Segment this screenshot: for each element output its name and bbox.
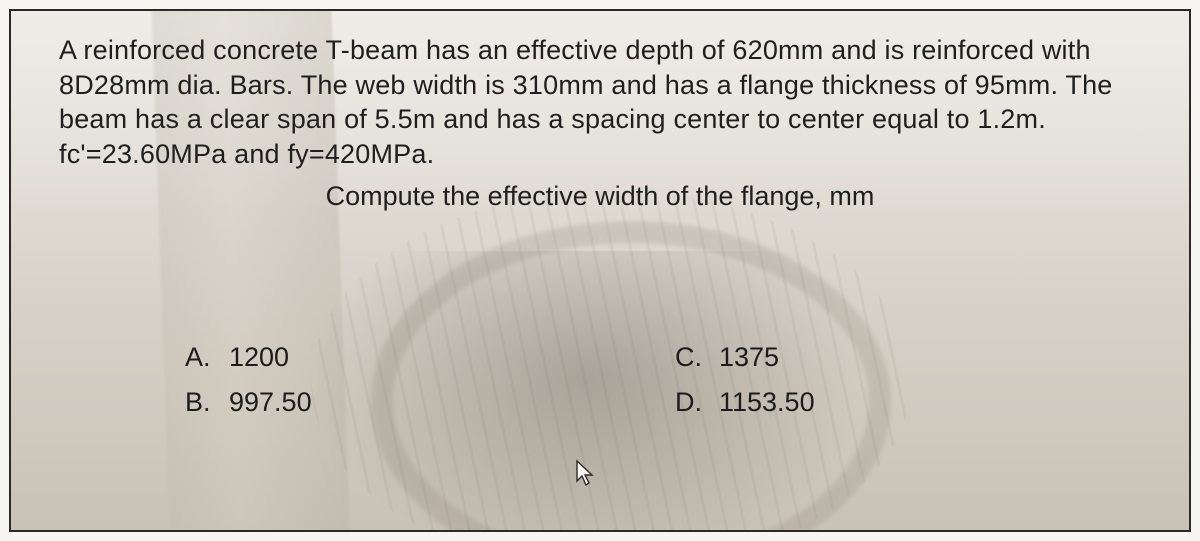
option-c[interactable]: C. 1375 <box>675 342 1015 373</box>
option-letter: C. <box>675 342 709 373</box>
option-letter: D. <box>675 387 709 418</box>
option-value: 1375 <box>719 342 779 373</box>
option-value: 997.50 <box>229 387 312 418</box>
content-area: A reinforced concrete T-beam has an effe… <box>11 11 1189 418</box>
option-a[interactable]: A. 1200 <box>185 342 525 373</box>
option-d[interactable]: D. 1153.50 <box>675 387 1015 418</box>
question-prompt: Compute the effective width of the flang… <box>59 181 1141 212</box>
option-letter: B. <box>185 387 219 418</box>
option-value: 1153.50 <box>719 387 815 418</box>
cursor-icon <box>575 459 595 487</box>
option-b[interactable]: B. 997.50 <box>185 387 525 418</box>
option-letter: A. <box>185 342 219 373</box>
options-grid: A. 1200 C. 1375 B. 997.50 D. 1153.50 <box>59 342 1141 418</box>
question-card: A reinforced concrete T-beam has an effe… <box>9 9 1191 532</box>
option-value: 1200 <box>229 342 289 373</box>
question-body: A reinforced concrete T-beam has an effe… <box>59 33 1141 171</box>
